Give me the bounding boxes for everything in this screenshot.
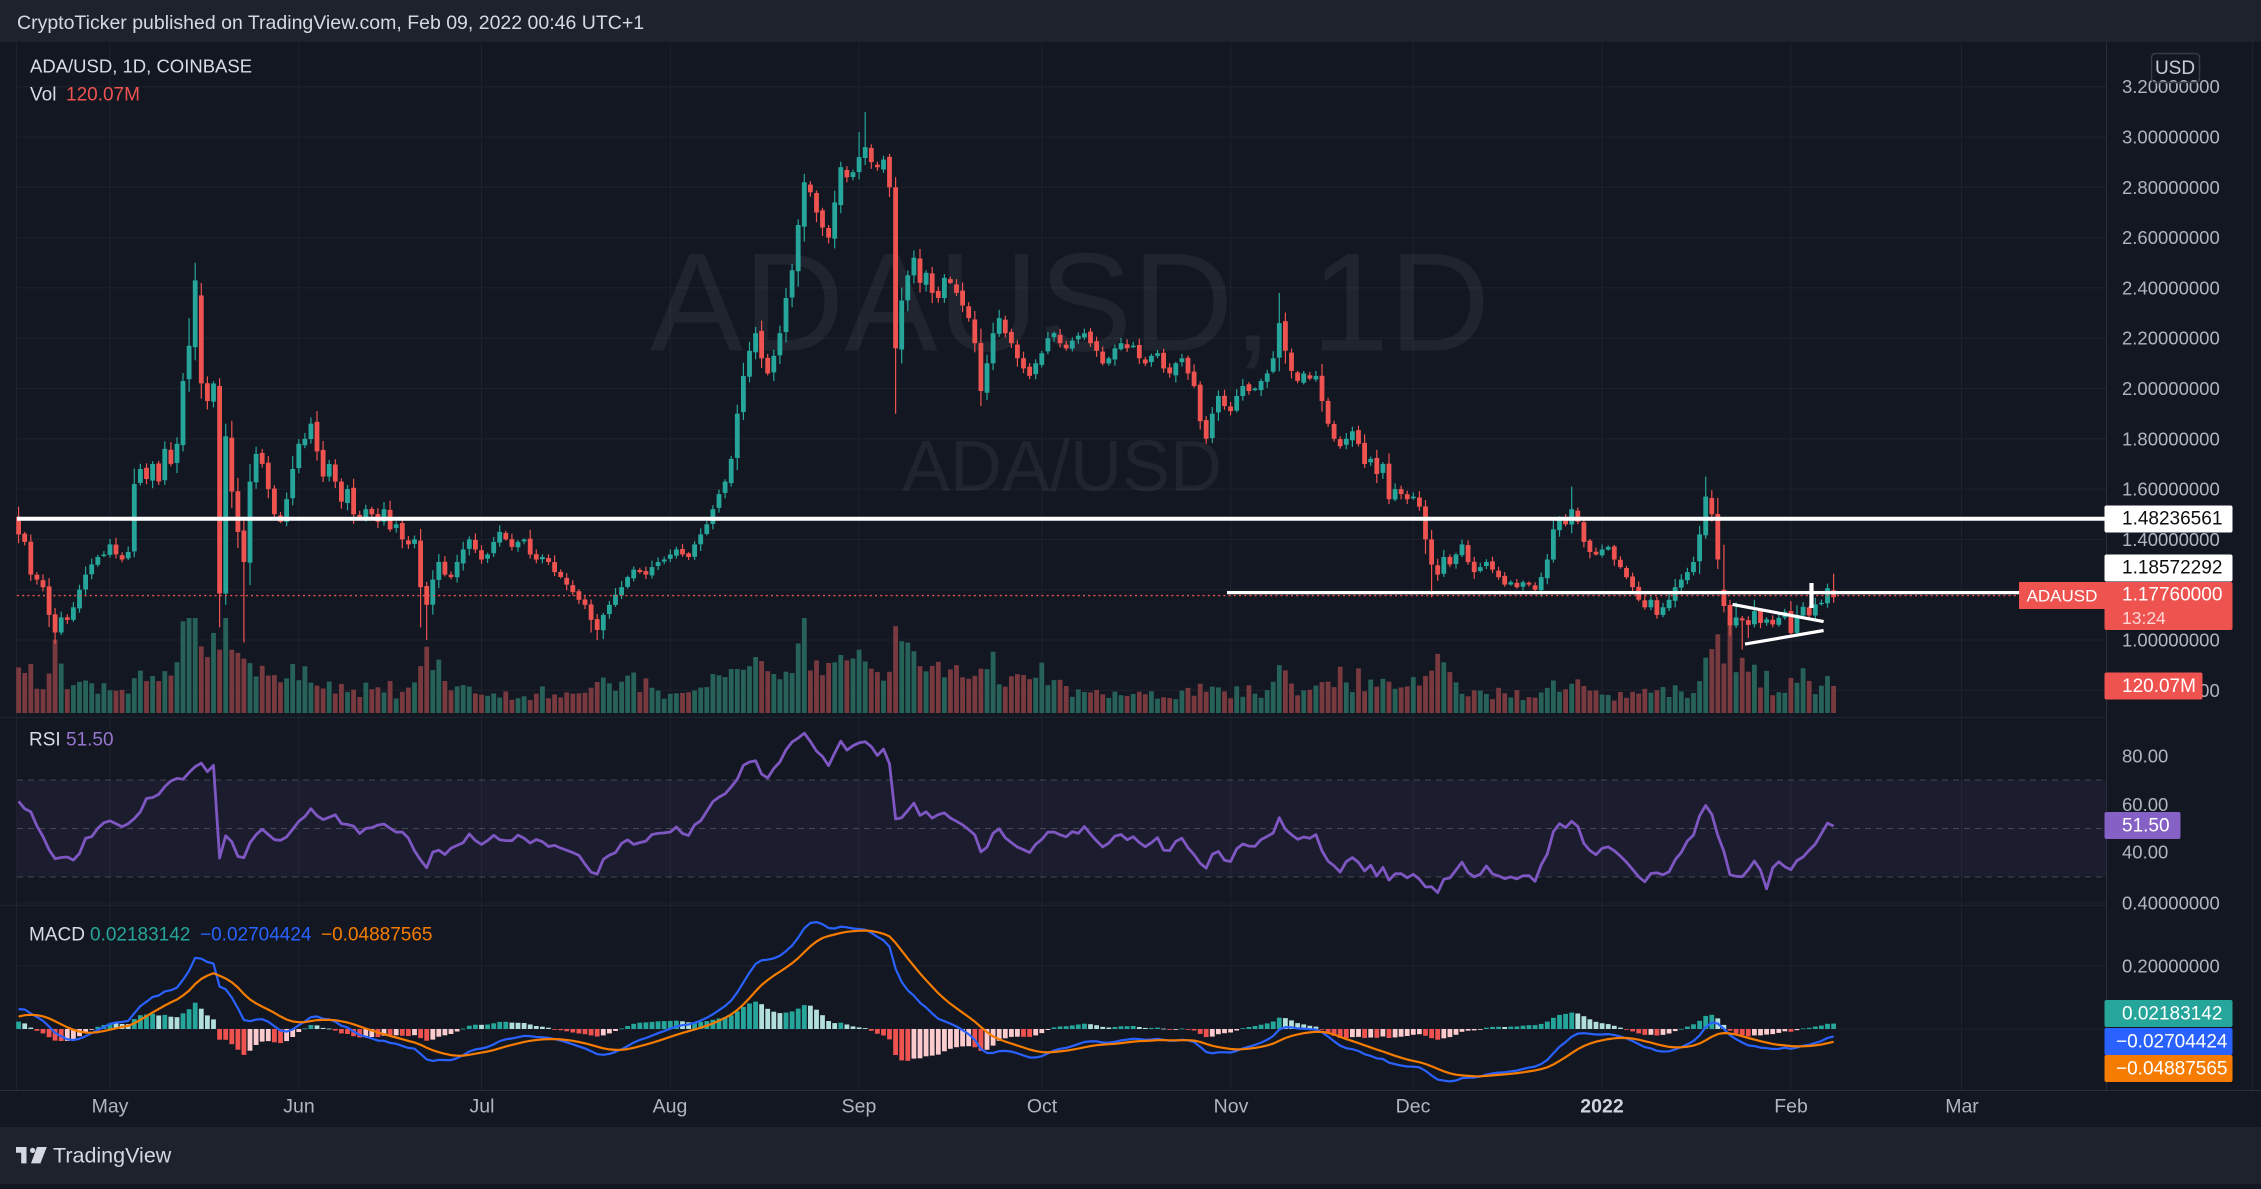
svg-text:Oct: Oct bbox=[1027, 1096, 1058, 1118]
svg-text:1.17760000: 1.17760000 bbox=[2122, 585, 2222, 606]
svg-text:0.40000000: 0.40000000 bbox=[2122, 893, 2220, 914]
svg-text:Vol: Vol bbox=[30, 85, 56, 106]
svg-text:ADA/USD: ADA/USD bbox=[902, 427, 1222, 507]
svg-text:2.20000000: 2.20000000 bbox=[2122, 328, 2220, 349]
svg-text:ADAUSD: ADAUSD bbox=[2027, 587, 2098, 606]
svg-text:40.00: 40.00 bbox=[2122, 842, 2168, 863]
svg-text:1.60000000: 1.60000000 bbox=[2122, 479, 2220, 500]
svg-text:0.02183142: 0.02183142 bbox=[90, 925, 190, 946]
svg-text:80.00: 80.00 bbox=[2122, 746, 2168, 767]
svg-text:CryptoTicker published on Trad: CryptoTicker published on TradingView.co… bbox=[17, 12, 644, 34]
svg-text:3.20000000: 3.20000000 bbox=[2122, 76, 2220, 97]
svg-text:1.18572292: 1.18572292 bbox=[2122, 558, 2222, 579]
svg-text:RSI: RSI bbox=[29, 730, 61, 751]
svg-text:3.00000000: 3.00000000 bbox=[2122, 127, 2220, 148]
svg-text:−0.04887565: −0.04887565 bbox=[321, 925, 432, 946]
svg-text:1.00000000: 1.00000000 bbox=[2122, 630, 2220, 651]
svg-text:Jun: Jun bbox=[283, 1096, 314, 1118]
svg-text:ADA/USD, 1D, COINBASE: ADA/USD, 1D, COINBASE bbox=[30, 56, 252, 77]
svg-text:−0.02704424: −0.02704424 bbox=[2116, 1032, 2228, 1053]
svg-text:60.00: 60.00 bbox=[2122, 794, 2168, 815]
svg-text:USD: USD bbox=[2155, 58, 2195, 79]
svg-text:0.20000000: 0.20000000 bbox=[2122, 956, 2220, 977]
svg-text:2.80000000: 2.80000000 bbox=[2122, 177, 2220, 198]
svg-text:Dec: Dec bbox=[1396, 1096, 1431, 1118]
svg-text:Feb: Feb bbox=[1774, 1096, 1808, 1118]
svg-text:2.00000000: 2.00000000 bbox=[2122, 378, 2220, 399]
svg-text:MACD: MACD bbox=[29, 925, 85, 946]
svg-text:120.07M: 120.07M bbox=[2122, 676, 2196, 697]
svg-text:−0.04887565: −0.04887565 bbox=[2116, 1059, 2227, 1080]
svg-text:Jul: Jul bbox=[470, 1096, 495, 1118]
svg-text:51.50: 51.50 bbox=[2122, 816, 2170, 837]
svg-text:13:24: 13:24 bbox=[2122, 608, 2166, 628]
svg-text:2.60000000: 2.60000000 bbox=[2122, 227, 2220, 248]
svg-text:51.50: 51.50 bbox=[66, 730, 114, 751]
svg-text:May: May bbox=[92, 1096, 129, 1118]
svg-text:ADAUSD, 1D: ADAUSD, 1D bbox=[650, 224, 1490, 381]
svg-text:1.80000000: 1.80000000 bbox=[2122, 428, 2220, 449]
svg-text:Aug: Aug bbox=[653, 1096, 688, 1118]
svg-text:2022: 2022 bbox=[1580, 1096, 1624, 1118]
svg-text:1.40000000: 1.40000000 bbox=[2122, 529, 2220, 550]
svg-text:0.02183142: 0.02183142 bbox=[2122, 1004, 2222, 1025]
svg-text:Sep: Sep bbox=[842, 1096, 877, 1118]
svg-text:1.48236561: 1.48236561 bbox=[2122, 509, 2222, 530]
svg-text:Nov: Nov bbox=[1214, 1096, 1249, 1118]
svg-text:120.07M: 120.07M bbox=[66, 85, 140, 106]
svg-text:TradingView: TradingView bbox=[53, 1144, 172, 1168]
svg-text:−0.02704424: −0.02704424 bbox=[200, 925, 312, 946]
svg-text:2.40000000: 2.40000000 bbox=[2122, 277, 2220, 298]
svg-text:Mar: Mar bbox=[1945, 1096, 1979, 1118]
